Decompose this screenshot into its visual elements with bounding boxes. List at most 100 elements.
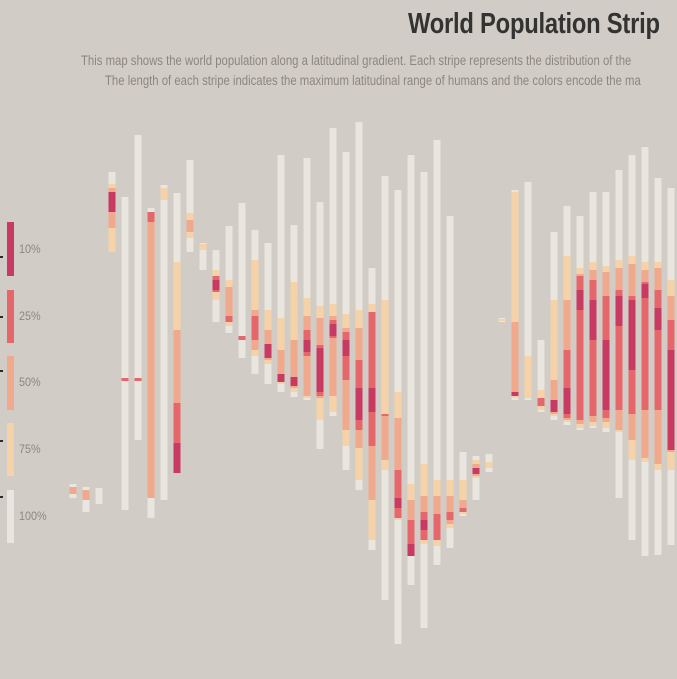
stripe-segment-100pct: [95, 488, 103, 504]
stripe: [355, 122, 363, 490]
stripe-segment-50pct: [173, 330, 181, 473]
legend-swatch-50: [7, 356, 14, 410]
stripe: [95, 488, 103, 504]
stripe: [433, 140, 441, 565]
stripe: [134, 135, 142, 440]
stripe-segment-100pct: [355, 122, 363, 490]
stripe-segment-50pct: [147, 212, 155, 498]
stripe-segment-10pct: [589, 300, 597, 340]
legend-swatch-10: [7, 222, 14, 276]
stripe: [69, 484, 77, 498]
stripe-segment-25pct: [563, 350, 571, 418]
stripe-segment-75pct: [251, 260, 259, 356]
legend-label-100: 100%: [19, 509, 47, 523]
stripe-segment-25pct: [173, 403, 181, 473]
stripe-segment-25pct: [615, 290, 623, 410]
stripe: [524, 182, 532, 400]
stripe-segment-100pct: [524, 182, 532, 400]
legend-label-10: 10%: [19, 242, 41, 256]
stripe-segment-10pct: [212, 280, 220, 290]
stripe-segment-10pct: [264, 344, 272, 358]
legend-label-25: 25%: [19, 309, 41, 323]
stripe-segment-100pct: [329, 128, 337, 416]
stripe: [563, 206, 571, 425]
stripe: [264, 243, 272, 384]
stripe-segment-100pct: [342, 152, 350, 470]
stripe-segment-25pct: [576, 276, 584, 420]
stripe-segment-100pct: [537, 340, 545, 412]
legend: 10% 25% 50% 75% 100%: [0, 0, 80, 679]
stripe-segment-50pct: [446, 496, 454, 524]
stripe-segment-10pct: [316, 348, 324, 392]
stripe: [615, 170, 623, 498]
stripe: [121, 197, 129, 510]
stripe: [303, 158, 311, 400]
stripe-segment-25pct: [459, 508, 467, 512]
stripe-segment-25pct: [394, 470, 402, 518]
stripe: [576, 216, 584, 430]
legend-swatch-75: [7, 423, 14, 476]
stripe-segment-100pct: [446, 216, 454, 548]
stripe-segment-100pct: [277, 155, 285, 392]
stripe-segment-10pct: [641, 284, 649, 298]
stripe: [537, 340, 545, 412]
stripe-segment-50pct: [511, 322, 519, 396]
stripe: [186, 160, 194, 252]
legend-tick: [0, 440, 3, 442]
stripe-segment-75pct: [550, 300, 558, 416]
stripe-segment-25pct: [537, 398, 545, 406]
stripe-segment-100pct: [199, 243, 207, 270]
stripe-segment-25pct: [251, 316, 259, 340]
stripe-segment-100pct: [160, 185, 168, 500]
stripe-segment-10pct: [628, 300, 636, 370]
stripe-segment-50pct: [225, 287, 233, 322]
stripe: [160, 185, 168, 500]
stripe-segment-100pct: [420, 172, 428, 628]
stripe-segment-10pct: [550, 400, 558, 412]
stripe: [173, 193, 181, 473]
chart-title: World Population Strip: [408, 8, 660, 40]
stripe: [511, 190, 519, 400]
stripe-segment-50pct: [69, 487, 77, 494]
legend-swatch-100: [7, 490, 14, 543]
stripe-segment-25pct: [368, 312, 376, 446]
stripe-segment-50pct: [459, 500, 467, 512]
legend-tick: [0, 256, 3, 258]
stripe: [641, 147, 649, 556]
stripe: [589, 192, 597, 428]
stripe-segment-100pct: [134, 135, 142, 440]
stripe-segment-75pct: [381, 300, 389, 470]
stripe: [667, 188, 675, 545]
stripe: [277, 155, 285, 392]
stripe-segment-25pct: [407, 520, 415, 556]
subtitle-line-1: This map shows the world population alon…: [81, 53, 632, 68]
legend-tick: [0, 496, 3, 498]
stripe-segment-100pct: [433, 140, 441, 565]
stripe: [342, 152, 350, 470]
stripe-segment-75pct: [290, 282, 298, 392]
stripe-segment-10pct: [667, 350, 675, 450]
stripe-segment-25pct: [134, 378, 142, 381]
stripe-segment-10pct: [368, 388, 376, 412]
stripe-segment-100pct: [238, 203, 246, 358]
stripe: [108, 172, 116, 252]
legend-label-75: 75%: [19, 442, 41, 456]
stripe-segment-75pct: [485, 462, 493, 468]
stripe: [329, 128, 337, 416]
stripe-segment-50pct: [290, 340, 298, 388]
stripe: [498, 318, 506, 322]
stripe-segment-10pct: [576, 290, 584, 310]
stripe-segment-10pct: [654, 308, 662, 330]
stripe: [225, 226, 233, 333]
stripe-segment-10pct: [615, 296, 623, 326]
stripe-segment-75pct: [459, 480, 467, 514]
stripe-segment-75pct: [511, 192, 519, 398]
stripe-segment-25pct: [589, 280, 597, 416]
stripe: [238, 203, 246, 358]
stripe-segment-10pct: [511, 392, 519, 396]
stripe-segment-25pct: [654, 290, 662, 410]
stripe-segment-100pct: [225, 226, 233, 333]
stripe-segment-10pct: [407, 544, 415, 556]
stripe-segment-10pct: [277, 374, 285, 382]
